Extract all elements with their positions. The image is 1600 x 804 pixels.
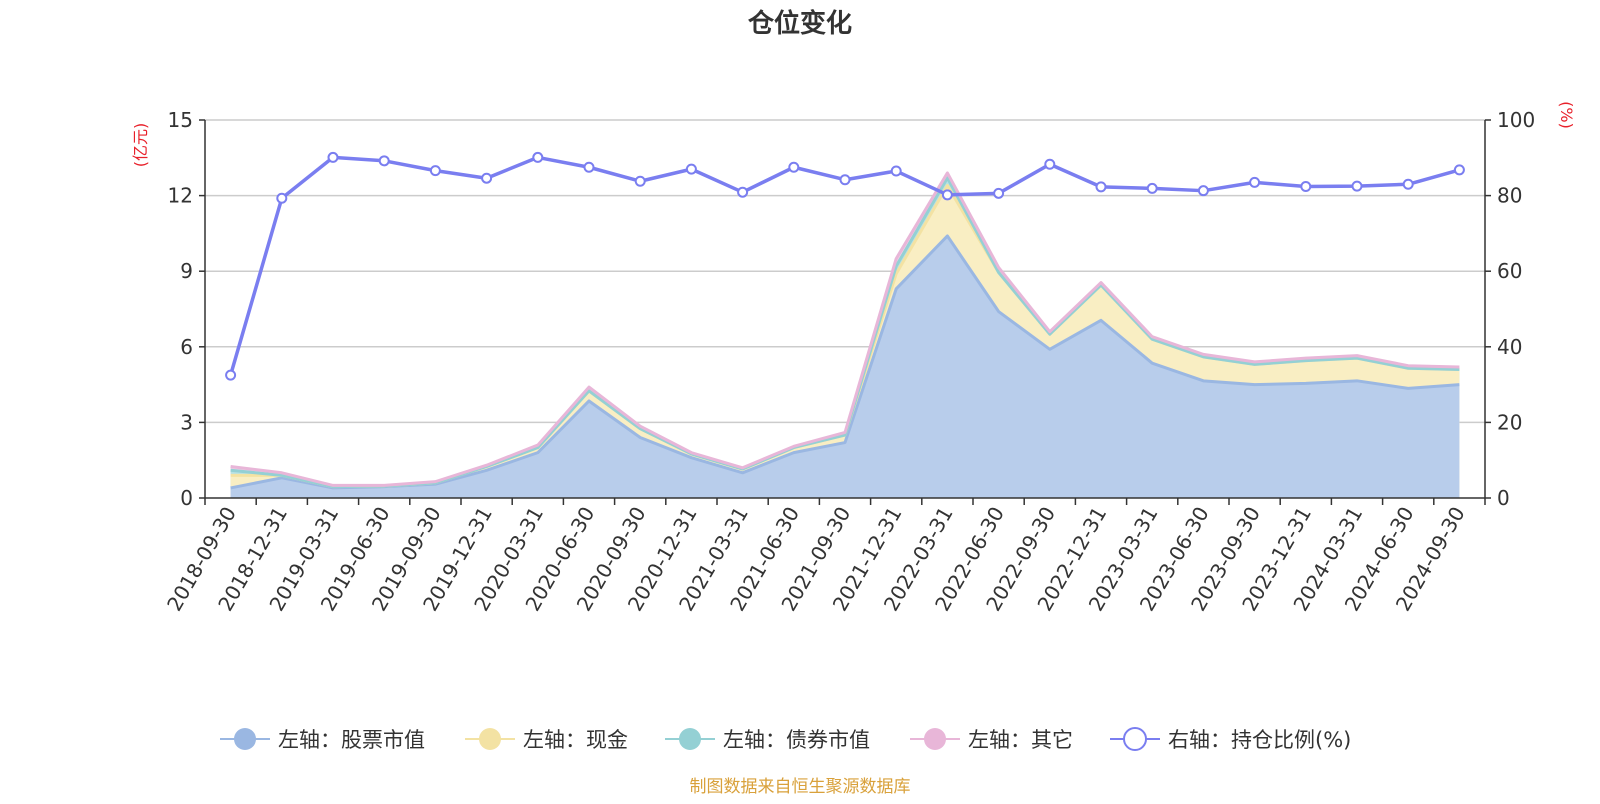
ratio-point xyxy=(481,172,493,184)
left-tick-label: 6 xyxy=(180,335,193,359)
right-tick-label: 60 xyxy=(1497,259,1522,283)
left-tick-label: 9 xyxy=(180,259,193,283)
legend-item: 左轴：现金 xyxy=(465,728,628,752)
ratio-point xyxy=(788,161,800,173)
legend-label: 左轴：现金 xyxy=(523,728,628,752)
ratio-point xyxy=(839,174,851,186)
line-layer xyxy=(225,151,1465,381)
left-tick-label: 15 xyxy=(168,108,193,132)
legend-item: 右轴：持仓比例(%) xyxy=(1110,727,1351,752)
ratio-point xyxy=(634,175,646,187)
ratio-point xyxy=(1146,182,1158,194)
legend-label: 左轴：债券市值 xyxy=(723,728,870,752)
left-tick-label: 3 xyxy=(180,410,193,434)
ratio-point xyxy=(1249,176,1261,188)
legend-label: 右轴：持仓比例(%) xyxy=(1168,728,1351,752)
ratio-point xyxy=(225,369,237,381)
ratio-point xyxy=(993,187,1005,199)
ratio-point xyxy=(429,165,441,177)
ratio-point xyxy=(1351,180,1363,192)
ratio-point xyxy=(532,151,544,163)
area-edge-3 xyxy=(230,171,1460,487)
legend-label: 左轴：股票市值 xyxy=(278,728,425,752)
right-tick-label: 0 xyxy=(1497,486,1510,510)
ratio-point xyxy=(1095,181,1107,193)
left-axis-unit: (亿元) xyxy=(131,123,150,168)
legend-item: 左轴：股票市值 xyxy=(220,728,425,752)
ratio-point xyxy=(378,155,390,167)
source-note: 制图数据来自恒生聚源数据库 xyxy=(690,777,911,797)
legend-marker xyxy=(234,728,256,750)
ratio-point xyxy=(941,189,953,201)
right-tick-label: 80 xyxy=(1497,184,1522,208)
ratio-point xyxy=(1402,178,1414,190)
legend-label: 左轴：其它 xyxy=(968,728,1073,752)
legend: 左轴：股票市值 左轴：现金 左轴：债券市值 左轴：其它 右轴：持仓比例(%) xyxy=(220,727,1351,752)
ratio-line xyxy=(228,155,1460,376)
legend-marker xyxy=(924,728,946,750)
area-0 xyxy=(230,235,1460,499)
ratio-point xyxy=(1453,164,1465,176)
legend-marker xyxy=(679,728,701,750)
right-tick-label: 40 xyxy=(1497,335,1522,359)
ratio-point xyxy=(737,186,749,198)
right-tick-label: 20 xyxy=(1497,410,1522,434)
right-tick-label: 100 xyxy=(1497,108,1535,132)
ratio-point xyxy=(276,192,288,204)
ratio-point xyxy=(1300,181,1312,193)
legend-item: 左轴：债券市值 xyxy=(665,728,870,752)
left-tick-label: 0 xyxy=(180,486,193,510)
ratio-point xyxy=(890,165,902,177)
legend-marker xyxy=(479,728,501,750)
ratio-point xyxy=(1197,185,1209,197)
left-tick-label: 12 xyxy=(168,184,193,208)
legend-item: 左轴：其它 xyxy=(910,728,1073,752)
area-layer xyxy=(230,171,1460,499)
chart-title: 仓位变化 xyxy=(747,8,852,39)
right-axis-unit: (%) xyxy=(1557,101,1576,129)
ratio-point xyxy=(1044,158,1056,170)
ratio-point xyxy=(685,163,697,175)
ratio-point xyxy=(327,151,339,163)
legend-marker xyxy=(1123,727,1147,751)
ratio-point xyxy=(583,161,595,173)
